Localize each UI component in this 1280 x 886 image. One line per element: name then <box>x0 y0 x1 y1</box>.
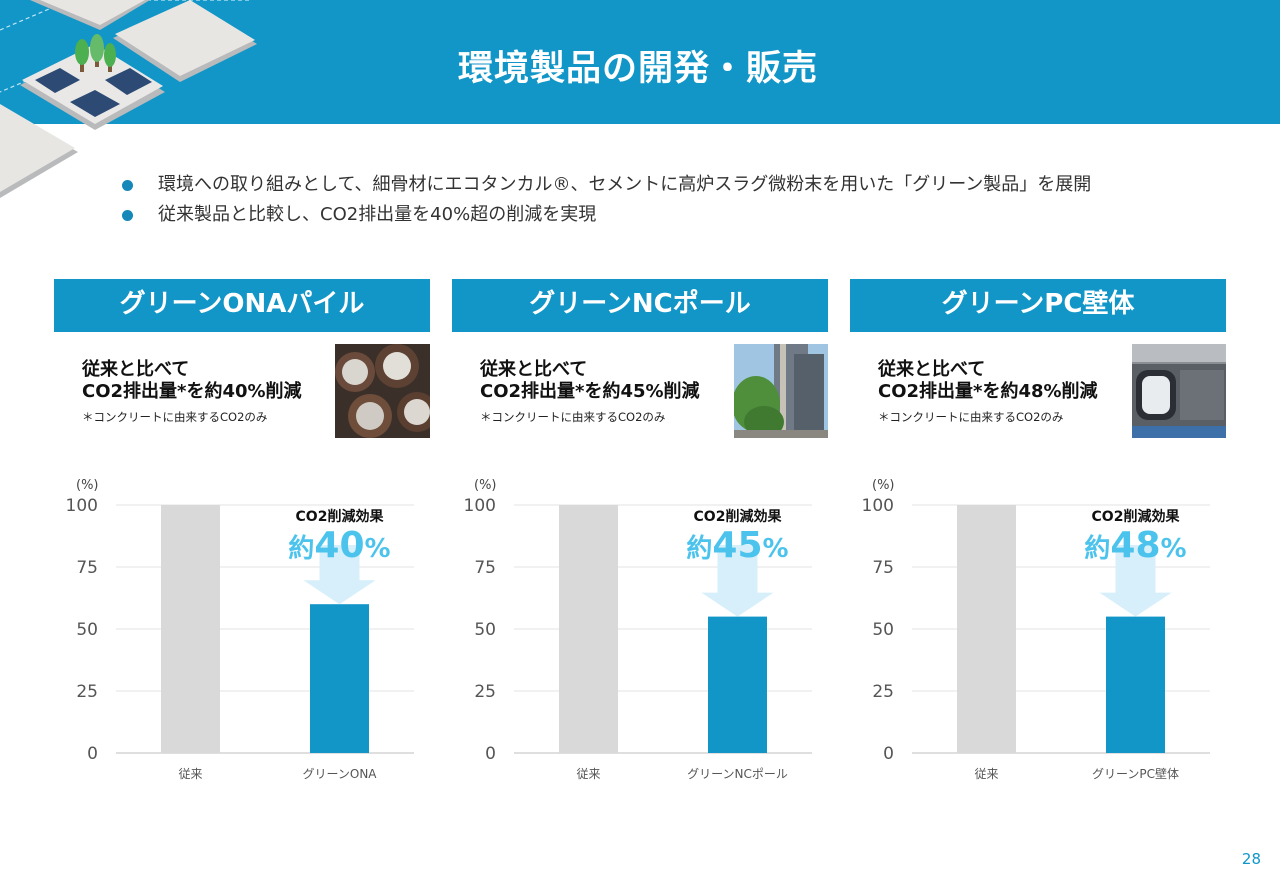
x-tick-label: 従来 <box>576 767 600 781</box>
concrete-pipes-photo <box>335 344 430 438</box>
bar <box>957 505 1016 753</box>
panel-note: ＊コンクリートに由来するCO2のみ <box>480 410 666 424</box>
utility-pole-photo <box>734 344 828 438</box>
y-unit-label: (%) <box>76 478 99 493</box>
bar <box>708 616 767 753</box>
panel-note: ＊コンクリートに由来するCO2のみ <box>878 410 1064 424</box>
bullet-item: 環境への取り組みとして、細骨材にエコタンカル®、セメントに高炉スラグ微粉末を用い… <box>118 170 1091 200</box>
panel-title: グリーンONAパイル <box>54 279 430 332</box>
y-tick-label: 0 <box>87 744 98 764</box>
effect-value: 約40% <box>288 525 390 566</box>
pc-wall-photo <box>1132 344 1226 438</box>
effect-label: CO2削減効果 <box>1092 508 1181 525</box>
bullet-list: 環境への取り組みとして、細骨材にエコタンカル®、セメントに高炉スラグ微粉末を用い… <box>118 170 1091 230</box>
panel-desc-line1: 従来と比べて <box>480 359 588 380</box>
effect-unit: % <box>365 534 391 564</box>
effect-label: CO2削減効果 <box>296 508 385 525</box>
down-arrow-icon <box>1099 545 1172 617</box>
y-tick-label: 100 <box>66 496 98 516</box>
x-tick-label: 従来 <box>178 767 202 781</box>
y-tick-label: 100 <box>862 496 894 516</box>
y-tick-label: 25 <box>872 682 894 702</box>
x-tick-label: グリーンONA <box>302 767 377 781</box>
panel-desc-line1: 従来と比べて <box>82 359 190 380</box>
effect-number: 48 <box>1110 525 1160 566</box>
panel-title: グリーンPC壁体 <box>850 279 1226 332</box>
panel-desc-line2: CO2排出量*を約48%削減 <box>878 381 1098 402</box>
page-number: 28 <box>1241 850 1261 868</box>
x-tick-label: グリーンPC壁体 <box>1092 766 1179 781</box>
y-tick-label: 100 <box>464 496 496 516</box>
y-tick-label: 0 <box>485 744 496 764</box>
panel-note: ＊コンクリートに由来するCO2のみ <box>82 410 268 424</box>
down-arrow-icon <box>701 545 774 617</box>
y-tick-label: 25 <box>76 682 98 702</box>
y-tick-label: 0 <box>883 744 894 764</box>
effect-number: 40 <box>314 525 364 566</box>
down-arrow-icon <box>303 545 376 605</box>
y-tick-label: 25 <box>474 682 496 702</box>
panel-pc-wall: グリーンPC壁体 従来と比べて CO2排出量*を約48%削減 ＊コンクリートに由… <box>850 279 1226 819</box>
y-tick-label: 50 <box>474 620 496 640</box>
panel-ona-pile: グリーンONAパイル 従来と比べて CO2排出量*を約40%削減 ＊コンクリート… <box>54 279 430 819</box>
bar <box>310 604 369 753</box>
y-tick-label: 75 <box>872 558 894 578</box>
panel-desc-line2: CO2排出量*を約45%削減 <box>480 381 700 402</box>
y-unit-label: (%) <box>872 478 895 493</box>
x-tick-label: 従来 <box>974 767 998 781</box>
effect-prefix: 約 <box>1084 533 1110 564</box>
panel-title: グリーンNCポール <box>452 279 828 332</box>
effect-unit: % <box>1161 534 1187 564</box>
bar <box>161 505 220 753</box>
effect-value: 約48% <box>1084 525 1186 566</box>
x-tick-label: グリーンNCポール <box>687 767 788 781</box>
panel-desc-line2: CO2排出量*を約40%削減 <box>82 381 302 402</box>
bar <box>1106 616 1165 753</box>
effect-unit: % <box>763 534 789 564</box>
effect-number: 45 <box>712 525 762 566</box>
y-tick-label: 50 <box>872 620 894 640</box>
bullet-item: 従来製品と比較し、CO2排出量を40%超の削減を実現 <box>118 200 1091 230</box>
effect-label: CO2削減効果 <box>694 508 783 525</box>
panel-nc-pole: グリーンNCポール 従来と比べて CO2排出量*を約45%削減 ＊コンクリートに… <box>452 279 828 819</box>
y-tick-label: 50 <box>76 620 98 640</box>
page-title: 環境製品の開発・販売 <box>457 49 818 89</box>
bar <box>559 505 618 753</box>
solar-city-illustration <box>0 0 257 198</box>
effect-prefix: 約 <box>288 533 314 564</box>
effect-prefix: 約 <box>686 533 712 564</box>
y-unit-label: (%) <box>474 478 497 493</box>
panel-desc-line1: 従来と比べて <box>878 359 986 380</box>
effect-value: 約45% <box>686 525 788 566</box>
y-tick-label: 75 <box>76 558 98 578</box>
y-tick-label: 75 <box>474 558 496 578</box>
